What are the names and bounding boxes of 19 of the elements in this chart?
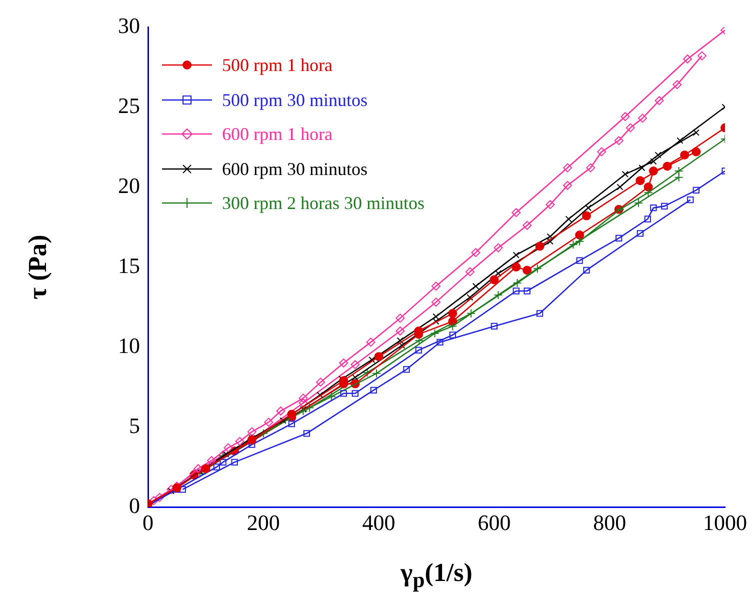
legend-label: 600 rpm 30 minutos bbox=[222, 158, 368, 181]
x-tick-label: 1000 bbox=[703, 510, 747, 535]
legend-label: 500 rpm 30 minutos bbox=[222, 88, 368, 112]
x-tick-label: 400 bbox=[362, 510, 396, 535]
y-tick-label: 30 bbox=[118, 12, 140, 38]
y-tick-label: 25 bbox=[118, 92, 140, 118]
y-tick-label: 15 bbox=[118, 252, 140, 278]
y-tick-label: 5 bbox=[129, 412, 140, 438]
legend-label: 600 rpm 1 hora bbox=[222, 123, 332, 146]
x-axis-title: γ$_{p}$(1/s) bbox=[399, 558, 474, 594]
legend-label: 300 rpm 2 horas 30 minutos bbox=[222, 192, 424, 215]
y-tick-label: 10 bbox=[118, 332, 140, 358]
legend-label: 500 rpm 1 hora bbox=[222, 54, 332, 77]
x-tick-label: 800 bbox=[593, 510, 626, 535]
x-tick-label: 600 bbox=[478, 510, 511, 535]
y-tick-label: 0 bbox=[129, 492, 140, 518]
y-tick-label: 20 bbox=[118, 172, 140, 198]
x-tick-label: 200 bbox=[246, 510, 280, 535]
y-axis-title: τ (Pa) bbox=[23, 234, 53, 300]
